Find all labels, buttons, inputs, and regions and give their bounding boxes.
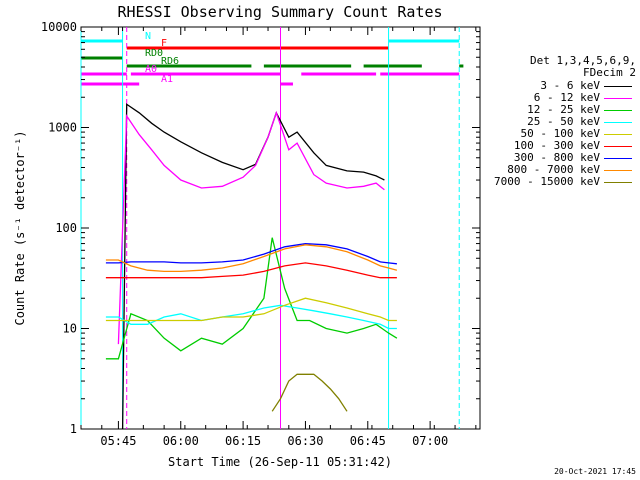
axes: 1 10 100 1000 10000 05:45 06:00 06:15 06:30 06:45… <box>41 20 480 448</box>
x-tick-label: 05:45 <box>100 434 136 448</box>
legend-entry: 50 - 100 keV <box>486 128 636 140</box>
x-tick-label: 06:30 <box>287 434 323 448</box>
legend-header-line-2: FDecim 2 <box>583 66 636 79</box>
series-line <box>105 237 398 360</box>
series-line <box>117 110 385 345</box>
legend-entry: 12 - 25 keV <box>486 104 636 116</box>
legend-label: 800 - 7000 keV <box>507 163 600 176</box>
legend-entry: 800 - 7000 keV <box>486 164 636 176</box>
series-line <box>105 242 397 265</box>
legend-entry: 25 - 50 keV <box>486 116 636 128</box>
flag-bar-label: N <box>145 31 151 42</box>
series-line <box>105 262 397 279</box>
legend-label: 6 - 12 keV <box>533 91 600 104</box>
legend-swatch <box>604 86 632 87</box>
legend-entry: 7000 - 15000 keV <box>486 176 636 188</box>
legend-entry: 100 - 300 keV <box>486 140 636 152</box>
legend-label: 12 - 25 keV <box>527 103 600 116</box>
y-tick-label: 100 <box>55 221 77 235</box>
y-tick-label: 10 <box>63 322 77 336</box>
legend-entry: 6 - 12 keV <box>486 92 636 104</box>
flag-bar-label: A0 <box>145 64 157 75</box>
legend-label: 300 - 800 keV <box>513 151 600 164</box>
y-tick-label: 1 <box>70 422 77 436</box>
x-tick-label: 06:00 <box>163 434 199 448</box>
legend-swatch <box>604 158 632 159</box>
y-tick-label: 10000 <box>41 20 77 34</box>
x-tick-label: 06:45 <box>350 434 386 448</box>
legend-swatch <box>604 182 632 183</box>
x-tick-label: 07:00 <box>412 434 448 448</box>
series-line <box>271 373 348 412</box>
legend-swatch <box>604 134 632 135</box>
flag-bar-label: A1 <box>161 74 173 85</box>
series-line <box>105 304 397 330</box>
legend-label: 3 - 6 keV <box>540 79 600 92</box>
legend-swatch <box>604 170 632 171</box>
flag-bar-label: RD0 <box>145 48 163 59</box>
legend-entry: 3 - 6 keV <box>486 80 636 92</box>
series-line <box>105 297 397 322</box>
legend-swatch <box>604 110 632 111</box>
legend-header-line-1: Det 1,3,4,5,6,9, <box>530 54 636 67</box>
chart-title: RHESSI Observing Summary Count Rates <box>117 3 442 21</box>
series-line <box>121 103 385 430</box>
x-tick-label: 06:15 <box>225 434 261 448</box>
legend-entry: 300 - 800 keV <box>486 152 636 164</box>
legend-label: 100 - 300 keV <box>513 139 600 152</box>
x-axis-label: Start Time (26-Sep-11 05:31:42) <box>168 455 392 469</box>
y-tick-label: 1000 <box>48 121 77 135</box>
legend-label: 50 - 100 keV <box>520 127 600 140</box>
flag-bar-label: F <box>161 38 167 49</box>
legend-swatch <box>604 98 632 99</box>
flag-bar-label: RD6 <box>161 56 179 67</box>
time-markers <box>80 27 460 429</box>
legend-swatch <box>604 146 632 147</box>
generated-timestamp: 20-Oct-2021 17:45 <box>554 467 636 476</box>
series-line <box>105 244 398 273</box>
data-series <box>105 103 398 430</box>
y-axis-label: Count Rate (s⁻¹ detector⁻¹) <box>13 130 27 325</box>
legend-swatch <box>604 122 632 123</box>
legend-label: 25 - 50 keV <box>527 115 600 128</box>
legend-label: 7000 - 15000 keV <box>494 175 600 188</box>
